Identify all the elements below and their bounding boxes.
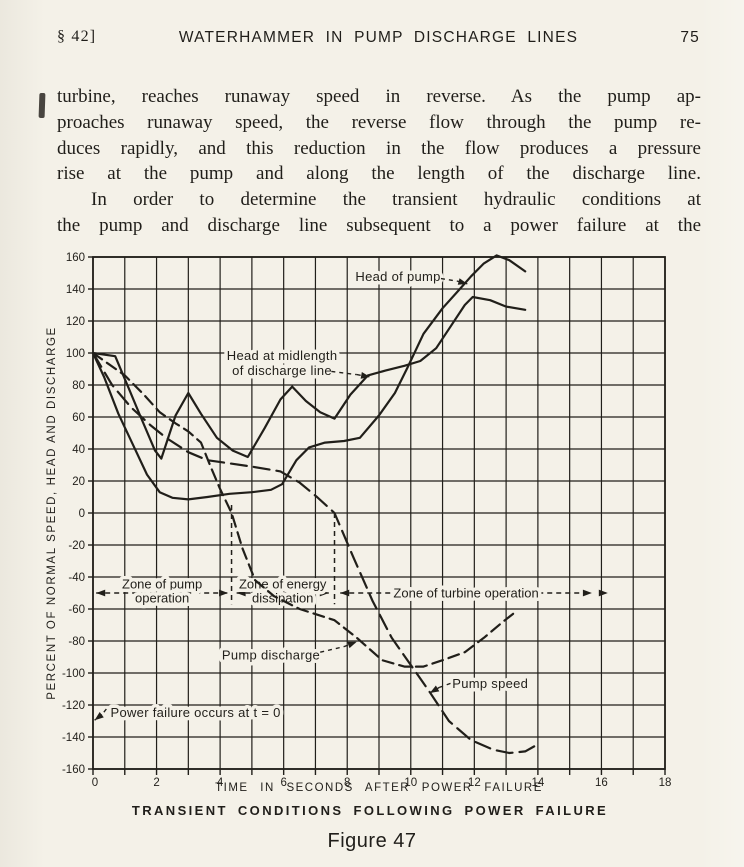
section-marker: § 42] <box>57 28 97 45</box>
body-line: turbine, reaches runaway speed in revers… <box>57 86 701 107</box>
svg-text:Power failure occurs at t = 0: Power failure occurs at t = 0 <box>110 705 280 720</box>
body-line: In order to determine the transient hydr… <box>91 189 701 211</box>
svg-text:6: 6 <box>280 777 286 789</box>
svg-text:-100: -100 <box>62 668 85 680</box>
page-header: § 42] WATERHAMMER IN PUMP DISCHARGE LINE… <box>57 28 700 50</box>
svg-text:18: 18 <box>659 777 672 789</box>
body-line: duces rapidly, and this reduction in the… <box>57 137 701 159</box>
body-line: proaches runaway speed, the reverse flow… <box>57 111 701 133</box>
svg-text:14: 14 <box>531 777 544 789</box>
svg-text:160: 160 <box>66 252 85 264</box>
svg-text:-160: -160 <box>62 764 85 776</box>
svg-text:-60: -60 <box>68 604 85 616</box>
svg-text:16: 16 <box>595 777 608 789</box>
svg-text:-20: -20 <box>68 540 85 552</box>
figure-title: TRANSIENT CONDITIONS FOLLOWING POWER FAI… <box>131 803 609 818</box>
svg-text:120: 120 <box>66 316 85 328</box>
svg-text:80: 80 <box>72 380 85 392</box>
body-paragraph: turbine, reaches runaway speed in revers… <box>57 84 701 239</box>
svg-text:Pump speed: Pump speed <box>452 676 528 691</box>
svg-text:20: 20 <box>72 476 85 488</box>
svg-text:60: 60 <box>72 412 85 424</box>
svg-text:2: 2 <box>153 777 159 789</box>
svg-text:140: 140 <box>66 284 85 296</box>
svg-text:-140: -140 <box>62 732 85 744</box>
svg-text:Zone of energy: Zone of energy <box>239 577 327 592</box>
svg-text:12: 12 <box>468 777 481 789</box>
svg-text:0: 0 <box>79 508 85 520</box>
svg-text:Zone of turbine operation: Zone of turbine operation <box>393 586 538 601</box>
body-line: rise at the pump and along the length of… <box>57 163 701 185</box>
svg-text:Zone of pump: Zone of pump <box>122 577 202 592</box>
svg-text:Head at midlength: Head at midlength <box>227 348 338 363</box>
svg-text:operation: operation <box>135 591 189 606</box>
running-title: WATERHAMMER IN PUMP DISCHARGE LINES <box>178 29 579 46</box>
svg-text:dissipation: dissipation <box>252 591 313 606</box>
svg-text:-120: -120 <box>62 700 85 712</box>
x-axis-label: TIME IN SECONDS AFTER POWER FAILURE <box>215 782 543 794</box>
svg-text:8: 8 <box>344 777 350 789</box>
page-number: 75 <box>680 29 700 46</box>
svg-text:0: 0 <box>92 777 98 789</box>
svg-text:of discharge line: of discharge line <box>232 363 332 378</box>
svg-text:40: 40 <box>72 444 85 456</box>
svg-text:100: 100 <box>66 348 85 360</box>
body-line: the pump and discharge line subsequent t… <box>57 214 701 236</box>
svg-text:-80: -80 <box>68 636 85 648</box>
svg-text:4: 4 <box>217 777 224 789</box>
svg-text:-40: -40 <box>68 572 85 584</box>
figure-number: Figure 47 <box>327 830 417 852</box>
svg-text:10: 10 <box>404 777 417 789</box>
svg-text:Pump discharge: Pump discharge <box>222 647 320 662</box>
svg-text:Head of pump: Head of pump <box>355 269 440 284</box>
